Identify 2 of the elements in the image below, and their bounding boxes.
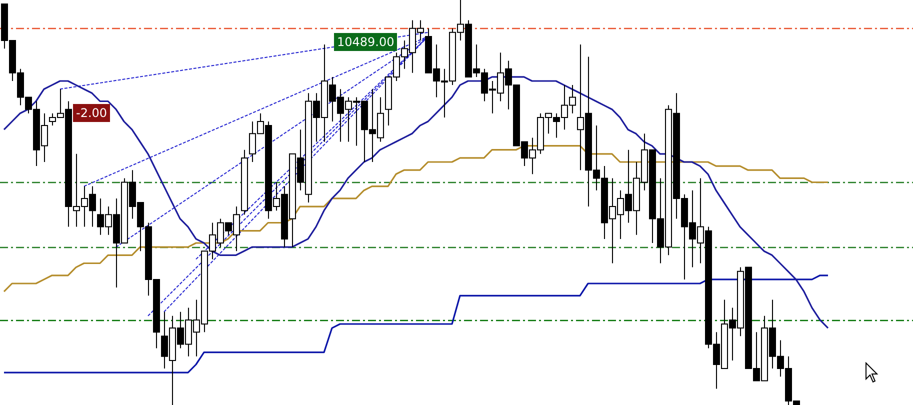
annotation: -2.00	[73, 104, 110, 122]
annotation: 10489.00	[334, 33, 398, 51]
